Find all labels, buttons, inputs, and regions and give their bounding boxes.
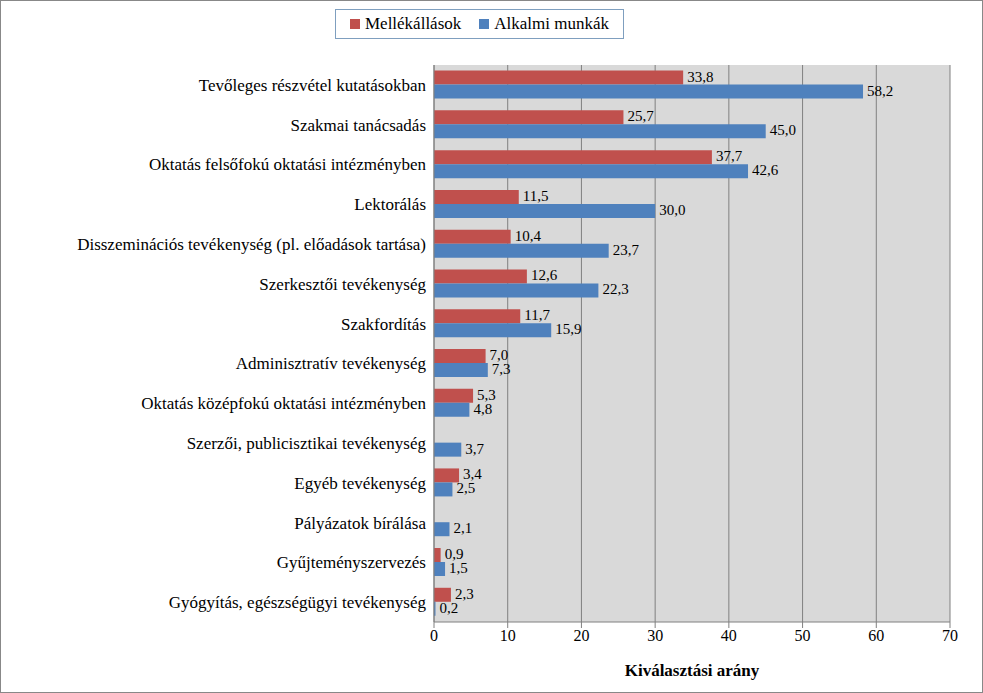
svg-text:Kiválasztási arány: Kiválasztási arány	[625, 661, 760, 680]
svg-text:10,4: 10,4	[515, 228, 542, 244]
svg-text:60: 60	[868, 627, 884, 644]
svg-text:5,3: 5,3	[477, 386, 496, 403]
svg-text:45,0: 45,0	[770, 122, 796, 138]
svg-text:0: 0	[430, 627, 438, 644]
svg-text:42,6: 42,6	[752, 162, 779, 178]
svg-text:50: 50	[795, 627, 811, 644]
svg-text:2,3: 2,3	[455, 585, 474, 602]
html-text:Alkalmi munkák: Alkalmi munkák	[494, 14, 609, 33]
svg-text:11,7: 11,7	[524, 307, 550, 323]
svg-text:3,4: 3,4	[463, 466, 482, 483]
svg-text:22,3: 22,3	[602, 281, 628, 297]
svg-text:1,5: 1,5	[449, 560, 468, 576]
svg-text:30,0: 30,0	[659, 202, 685, 218]
html-text:Mellékállások: Mellékállások	[365, 14, 462, 33]
svg-text:Oktatás felsőfokú oktatási int: Oktatás felsőfokú oktatási intézményben	[149, 155, 427, 174]
svg-text:Gyógyítás, egészségügyi tevéke: Gyógyítás, egészségügyi tevékenység	[169, 593, 427, 612]
svg-text:Egyéb tevékenység: Egyéb tevékenység	[294, 474, 426, 493]
svg-text:0,2: 0,2	[439, 600, 458, 616]
svg-text:Disszeminációs tevékenység (pl: Disszeminációs tevékenység (pl. előadáso…	[77, 235, 426, 254]
svg-text:2,1: 2,1	[453, 520, 472, 536]
svg-text:11,5: 11,5	[523, 188, 549, 204]
svg-text:4,8: 4,8	[473, 401, 492, 417]
svg-text:30: 30	[647, 627, 663, 644]
svg-text:2,5: 2,5	[456, 480, 475, 496]
svg-text:10: 10	[500, 627, 516, 644]
svg-text:15,9: 15,9	[555, 321, 581, 337]
svg-text:Szakmai tanácsadás: Szakmai tanácsadás	[291, 116, 426, 135]
svg-text:Oktatás középfokú oktatási int: Oktatás középfokú oktatási intézményben	[141, 394, 426, 413]
svg-text:7,3: 7,3	[492, 361, 511, 377]
svg-text:Szerzői, publicisztikai tevéke: Szerzői, publicisztikai tevékenység	[187, 434, 427, 453]
svg-text:23,7: 23,7	[613, 242, 640, 258]
svg-text:Tevőleges részvétel kutatásokb: Tevőleges részvétel kutatásokban	[199, 76, 427, 95]
svg-text:25,7: 25,7	[627, 108, 654, 124]
svg-text:Szakfordítás: Szakfordítás	[341, 315, 426, 334]
svg-text:58,2: 58,2	[867, 83, 893, 99]
svg-text:Gyűjteményszervezés: Gyűjteményszervezés	[277, 553, 426, 572]
svg-text:0,9: 0,9	[444, 546, 464, 562]
svg-text:Adminisztratív tevékenység: Adminisztratív tevékenység	[236, 354, 427, 373]
svg-text:37,7: 37,7	[716, 148, 743, 164]
svg-text:20: 20	[573, 627, 589, 644]
svg-text:3,7: 3,7	[465, 441, 484, 457]
svg-text:Pályázatok bírálása: Pályázatok bírálása	[294, 514, 426, 533]
svg-text:40: 40	[721, 627, 737, 644]
svg-text:12,6: 12,6	[531, 267, 558, 283]
svg-text:Lektorálás: Lektorálás	[354, 195, 426, 214]
svg-text:70: 70	[942, 627, 958, 644]
svg-text:7,0: 7,0	[489, 347, 509, 364]
svg-text:33,8: 33,8	[687, 69, 713, 85]
svg-text:Szerkesztői tevékenység: Szerkesztői tevékenység	[259, 275, 426, 294]
